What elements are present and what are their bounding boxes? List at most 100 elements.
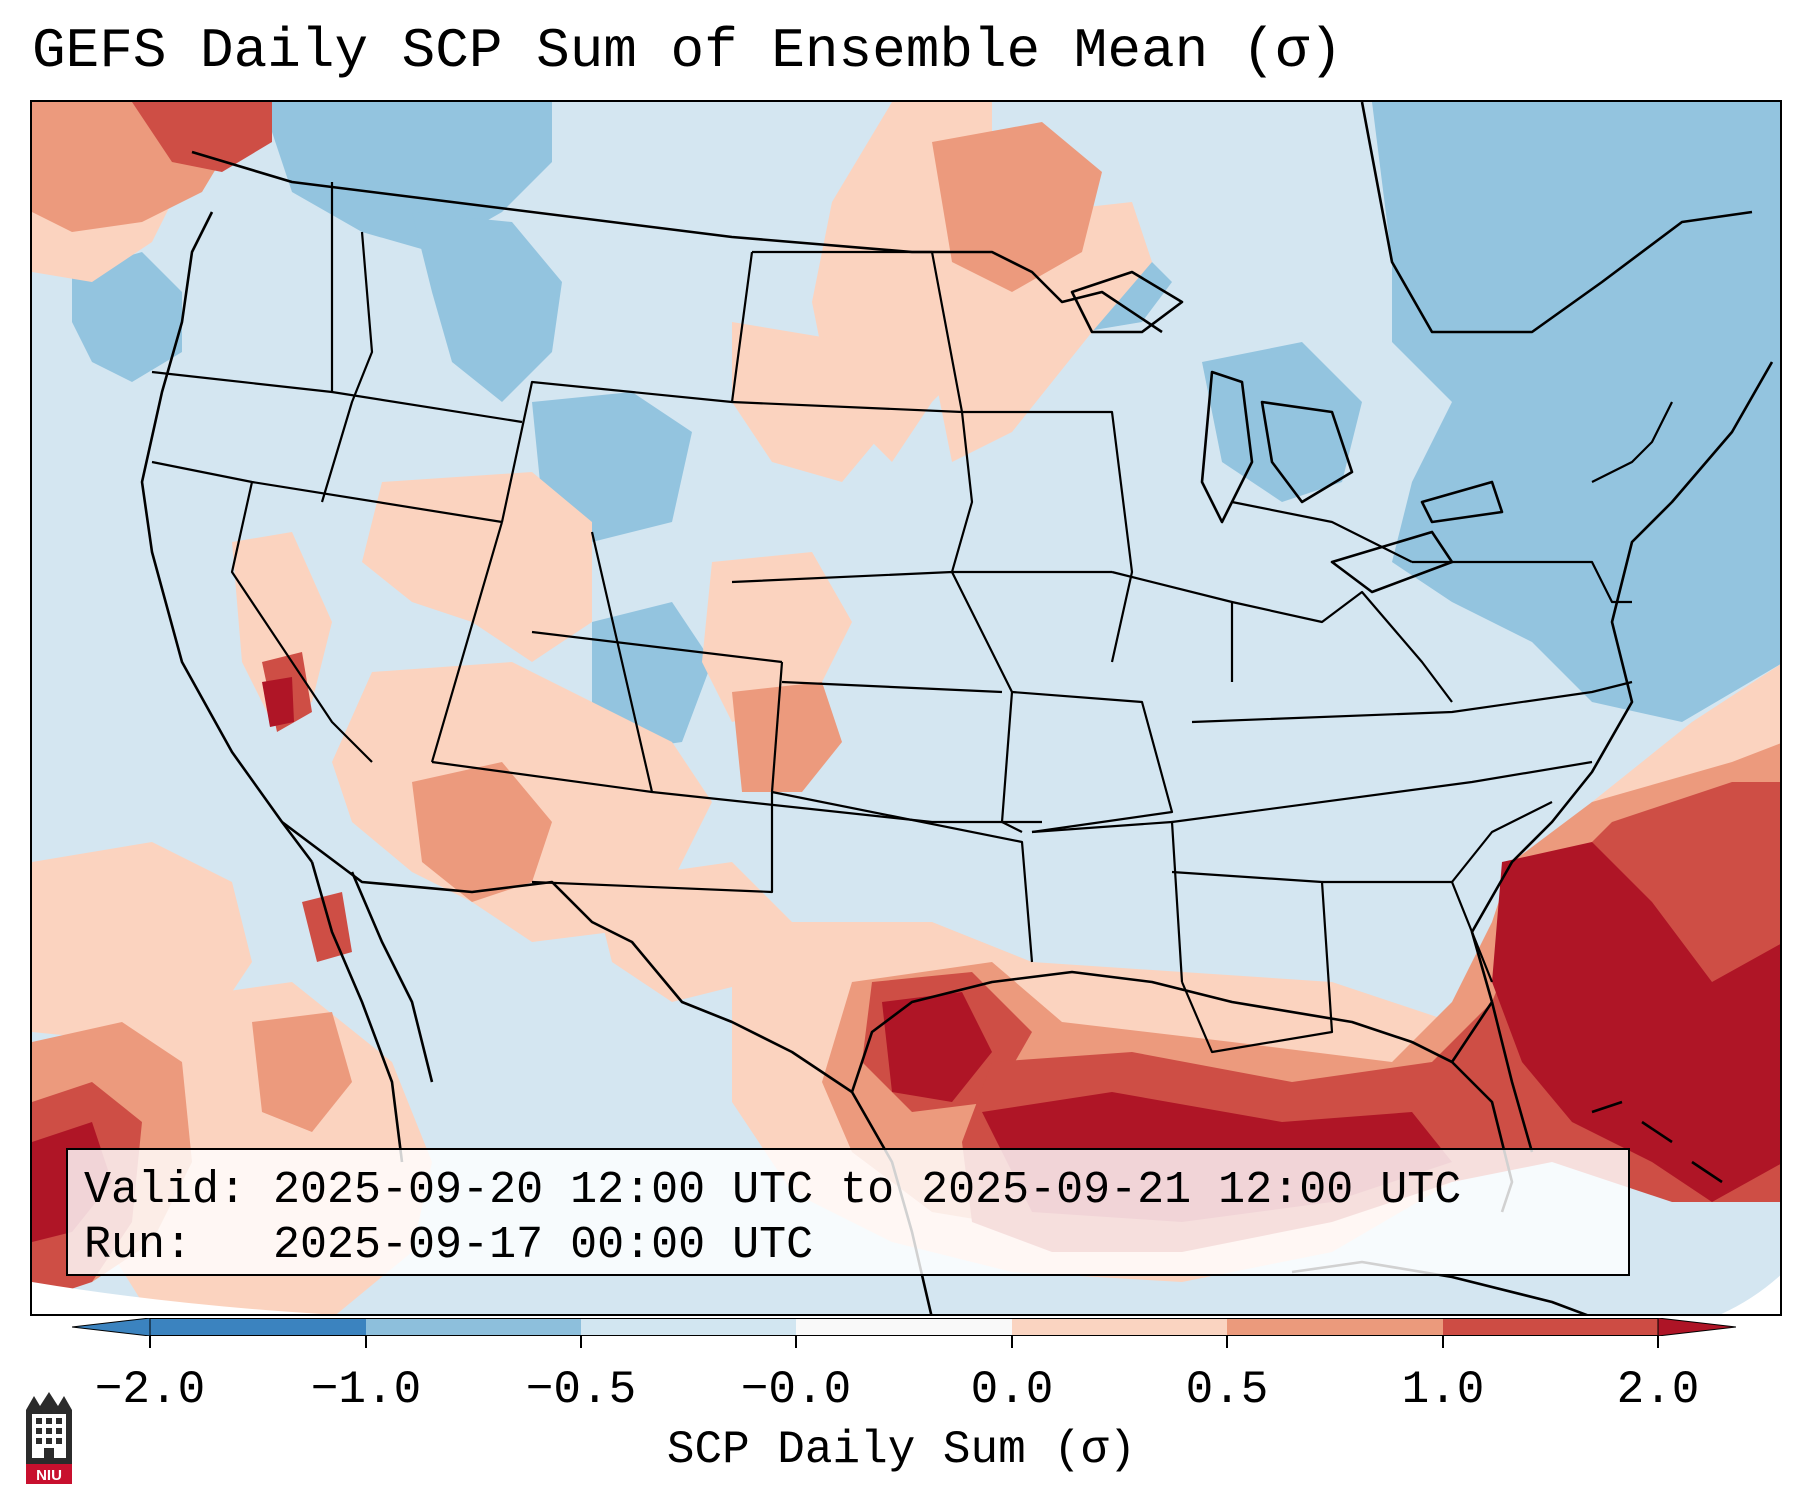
colorbar-tick-label: −1.0 bbox=[310, 1364, 422, 1416]
us-canada-border bbox=[191, 150, 1163, 334]
colorbar-outline bbox=[149, 1318, 1659, 1336]
id-mt-line bbox=[320, 231, 374, 503]
colorbar-segment bbox=[1227, 1318, 1443, 1336]
co-ks-line bbox=[770, 661, 784, 793]
map-canvas bbox=[32, 102, 1780, 1314]
colorbar-tick-label: 0.0 bbox=[970, 1364, 1054, 1416]
colorbar-tick bbox=[365, 1336, 367, 1348]
nevada-extreme-red bbox=[262, 677, 294, 727]
projection-edge-right bbox=[1721, 1275, 1780, 1314]
lake-superior bbox=[1070, 270, 1184, 334]
ca-nv-line bbox=[230, 481, 373, 763]
az-nm-ok-north bbox=[431, 760, 1042, 824]
nd-sd-ne bbox=[731, 400, 1112, 574]
atlantic-extreme-red bbox=[1492, 842, 1780, 1202]
colorbar-tick bbox=[149, 1336, 151, 1348]
canada-border-east bbox=[1360, 102, 1753, 334]
northeast-blue bbox=[1372, 102, 1780, 722]
colorbar-ticks: −2.0 −1.0 −0.5 −0.0 0.0 0.5 1.0 2.0 bbox=[0, 1336, 1803, 1416]
colorado-blue bbox=[592, 602, 712, 752]
florida-atlantic-coast bbox=[1490, 1001, 1534, 1153]
page-title: GEFS Daily SCP Sum of Ensemble Mean (σ) bbox=[32, 19, 1343, 83]
colorbar-extend-high bbox=[1657, 1318, 1736, 1336]
wy-borders bbox=[500, 251, 754, 523]
gulf-of-california-coast bbox=[350, 871, 434, 1083]
boundaries bbox=[140, 102, 1774, 1314]
lake-ontario bbox=[1420, 480, 1504, 524]
colorbar-label: SCP Daily Sum (σ) bbox=[666, 1424, 1137, 1476]
colorbar-tick bbox=[795, 1336, 797, 1348]
nv-ut-line bbox=[430, 521, 504, 763]
mn-ia-wi bbox=[962, 410, 1134, 663]
projection-edge-left bbox=[32, 1282, 322, 1314]
in-oh-wv bbox=[1231, 590, 1453, 703]
nevada-utah-light-red bbox=[362, 472, 592, 662]
tn-nc-line bbox=[1171, 760, 1593, 824]
pacific-nw-blue bbox=[262, 102, 552, 252]
bahamas-1 bbox=[1591, 1100, 1623, 1114]
bc-coast-strong-red bbox=[132, 102, 272, 172]
lake-michigan bbox=[1200, 370, 1254, 524]
wy-co-south bbox=[531, 630, 783, 664]
map-panel bbox=[30, 100, 1782, 1316]
lake-huron bbox=[1260, 400, 1354, 504]
colorbar-tick bbox=[1011, 1336, 1013, 1348]
colorbar-segment bbox=[796, 1318, 1012, 1336]
colorbar-tick-label: 1.0 bbox=[1401, 1364, 1485, 1416]
kansas-light-red bbox=[702, 552, 852, 722]
ks-ok-line bbox=[781, 680, 1003, 694]
colorbar-segment bbox=[1012, 1318, 1227, 1336]
colorbar-tick-label: 2.0 bbox=[1616, 1364, 1700, 1416]
colorbar bbox=[72, 1318, 1736, 1336]
valid-run-info-box: Valid: 2025-09-20 12:00 UTC to 2025-09-2… bbox=[66, 1148, 1630, 1276]
ok-tx-line bbox=[771, 790, 1034, 963]
colorbar-segment bbox=[150, 1318, 366, 1336]
pacific-south-light-red bbox=[32, 842, 252, 1042]
state-lines bbox=[151, 182, 1673, 1054]
california-inland-light-red bbox=[232, 532, 332, 722]
colorbar-tick bbox=[1657, 1336, 1659, 1348]
ky-va-line bbox=[1191, 680, 1633, 724]
mo-borders bbox=[1011, 690, 1174, 834]
colorbar-tick-label: −2.0 bbox=[94, 1364, 206, 1416]
wyoming-blue bbox=[532, 392, 692, 542]
colorbar-tick bbox=[1442, 1336, 1444, 1348]
arizona-mid-red bbox=[412, 762, 552, 902]
mi-oh-line bbox=[1231, 500, 1413, 563]
colorbar-tick-label: −0.0 bbox=[740, 1364, 852, 1416]
colorbar-swatches bbox=[72, 1318, 1736, 1336]
kansas-mid-red bbox=[732, 682, 842, 792]
colorbar-segment bbox=[581, 1318, 796, 1336]
colorbar-tick bbox=[1226, 1336, 1228, 1348]
ut-co-line bbox=[590, 531, 654, 793]
colorbar-segment bbox=[1443, 1318, 1658, 1336]
houston-extreme-red bbox=[882, 992, 992, 1102]
pa-ny-line bbox=[1412, 560, 1632, 604]
bahamas-2 bbox=[1641, 1120, 1673, 1144]
ms-al-line bbox=[1171, 870, 1334, 1054]
colorbar-tick bbox=[580, 1336, 582, 1348]
colorbar-segment bbox=[366, 1318, 581, 1336]
niu-seal-icon: NIU bbox=[26, 1392, 72, 1484]
atlantic-coastline bbox=[1470, 361, 1774, 1003]
colorbar-tick-label: 0.5 bbox=[1185, 1364, 1269, 1416]
colorbar-extend-low bbox=[72, 1318, 151, 1336]
run-time-text: Run: 2025-09-17 00:00 UTC bbox=[84, 1220, 814, 1271]
west-coastline bbox=[140, 211, 314, 863]
nm-tx-line bbox=[531, 792, 774, 894]
svg-text:NIU: NIU bbox=[36, 1467, 62, 1484]
baja-coastline bbox=[310, 861, 404, 1163]
south-dakota-light-red bbox=[732, 322, 892, 482]
nd-mn-line bbox=[752, 250, 964, 413]
socal-strong-red bbox=[302, 892, 352, 962]
baja-mid-red bbox=[252, 1012, 352, 1132]
bahamas-3 bbox=[1691, 1160, 1723, 1184]
pacific-offshore-blue bbox=[72, 252, 182, 382]
north-dakota-mid-red bbox=[932, 122, 1102, 292]
us-mexico-border bbox=[281, 820, 853, 1094]
colorbar-tick-label: −0.5 bbox=[525, 1364, 637, 1416]
idaho-montana-blue bbox=[412, 212, 562, 402]
sc-ga-line bbox=[1451, 801, 1553, 883]
valid-time-text: Valid: 2025-09-20 12:00 UTC to 2025-09-2… bbox=[84, 1165, 1462, 1216]
new-england-lines bbox=[1591, 401, 1673, 483]
